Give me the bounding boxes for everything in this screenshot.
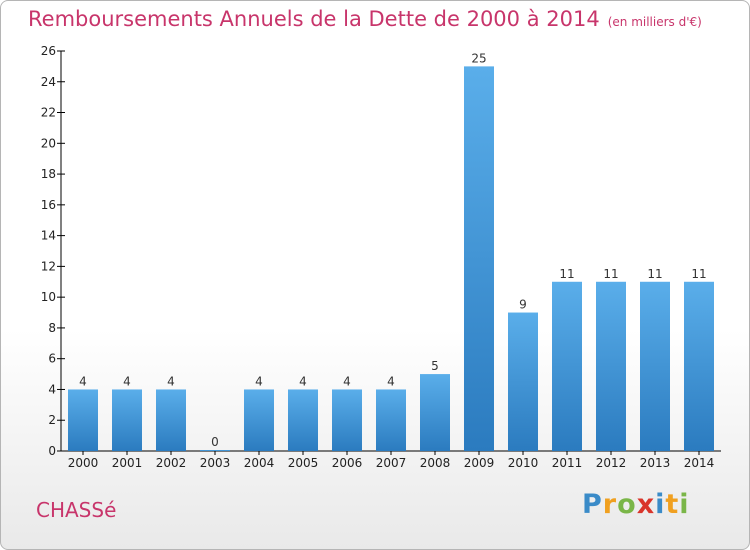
bar (376, 389, 406, 451)
x-tick-label: 2013 (640, 456, 671, 470)
y-tick-label: 20 (41, 136, 56, 150)
x-tick-label: 2014 (684, 456, 715, 470)
bar (464, 66, 494, 451)
commune-name: CHASSé (36, 498, 117, 522)
bar (420, 374, 450, 451)
bar-value-label: 4 (343, 374, 351, 388)
x-tick-label: 2011 (552, 456, 583, 470)
y-tick-label: 14 (41, 229, 56, 243)
x-tick-label: 2004 (244, 456, 275, 470)
x-tick-label: 2008 (420, 456, 451, 470)
y-tick-label: 6 (48, 352, 56, 366)
bar-value-label: 4 (255, 374, 263, 388)
x-tick-label: 2003 (200, 456, 231, 470)
bar (156, 389, 186, 451)
x-tick-label: 2012 (596, 456, 627, 470)
bar-value-label: 11 (691, 267, 706, 281)
y-tick-label: 26 (41, 44, 56, 58)
bar-value-label: 4 (167, 374, 175, 388)
y-tick-label: 0 (48, 444, 56, 458)
x-tick-label: 2006 (332, 456, 363, 470)
y-tick-label: 4 (48, 382, 56, 396)
y-tick-label: 12 (41, 259, 56, 273)
y-tick-label: 18 (41, 167, 56, 181)
bar (288, 389, 318, 451)
bar-value-label: 11 (603, 267, 618, 281)
bar (244, 389, 274, 451)
bar (596, 281, 626, 451)
y-tick-label: 16 (41, 198, 56, 212)
bar (684, 281, 714, 451)
bar-value-label: 25 (471, 51, 486, 65)
bar-value-label: 11 (647, 267, 662, 281)
bar (68, 389, 98, 451)
bar (112, 389, 142, 451)
bar (640, 281, 670, 451)
x-tick-label: 2009 (464, 456, 495, 470)
bar-value-label: 9 (519, 298, 527, 312)
bar-value-label: 4 (123, 374, 131, 388)
y-tick-label: 2 (48, 413, 56, 427)
x-tick-label: 2007 (376, 456, 407, 470)
chart-title-block: Remboursements Annuels de la Dette de 20… (28, 7, 702, 31)
x-tick-label: 2005 (288, 456, 319, 470)
bar (552, 281, 582, 451)
bar (332, 389, 362, 451)
bar-value-label: 5 (431, 359, 439, 373)
x-tick-label: 2010 (508, 456, 539, 470)
chart-title: Remboursements Annuels de la Dette de 20… (28, 7, 600, 31)
y-tick-label: 22 (41, 106, 56, 120)
bar (200, 450, 230, 451)
bar-value-label: 11 (559, 267, 574, 281)
x-tick-label: 2000 (68, 456, 99, 470)
x-tick-label: 2002 (156, 456, 187, 470)
bar-value-label: 4 (79, 374, 87, 388)
proxiti-logo: Proxiti (582, 489, 690, 520)
chart-unit: (en milliers d'€) (607, 15, 702, 29)
bar-value-label: 4 (387, 374, 395, 388)
bar (508, 312, 538, 451)
y-tick-label: 8 (48, 321, 56, 335)
x-tick-label: 2001 (112, 456, 143, 470)
bar-value-label: 4 (299, 374, 307, 388)
bar-value-label: 0 (211, 435, 219, 449)
y-tick-label: 24 (41, 75, 56, 89)
y-tick-label: 10 (41, 290, 56, 304)
